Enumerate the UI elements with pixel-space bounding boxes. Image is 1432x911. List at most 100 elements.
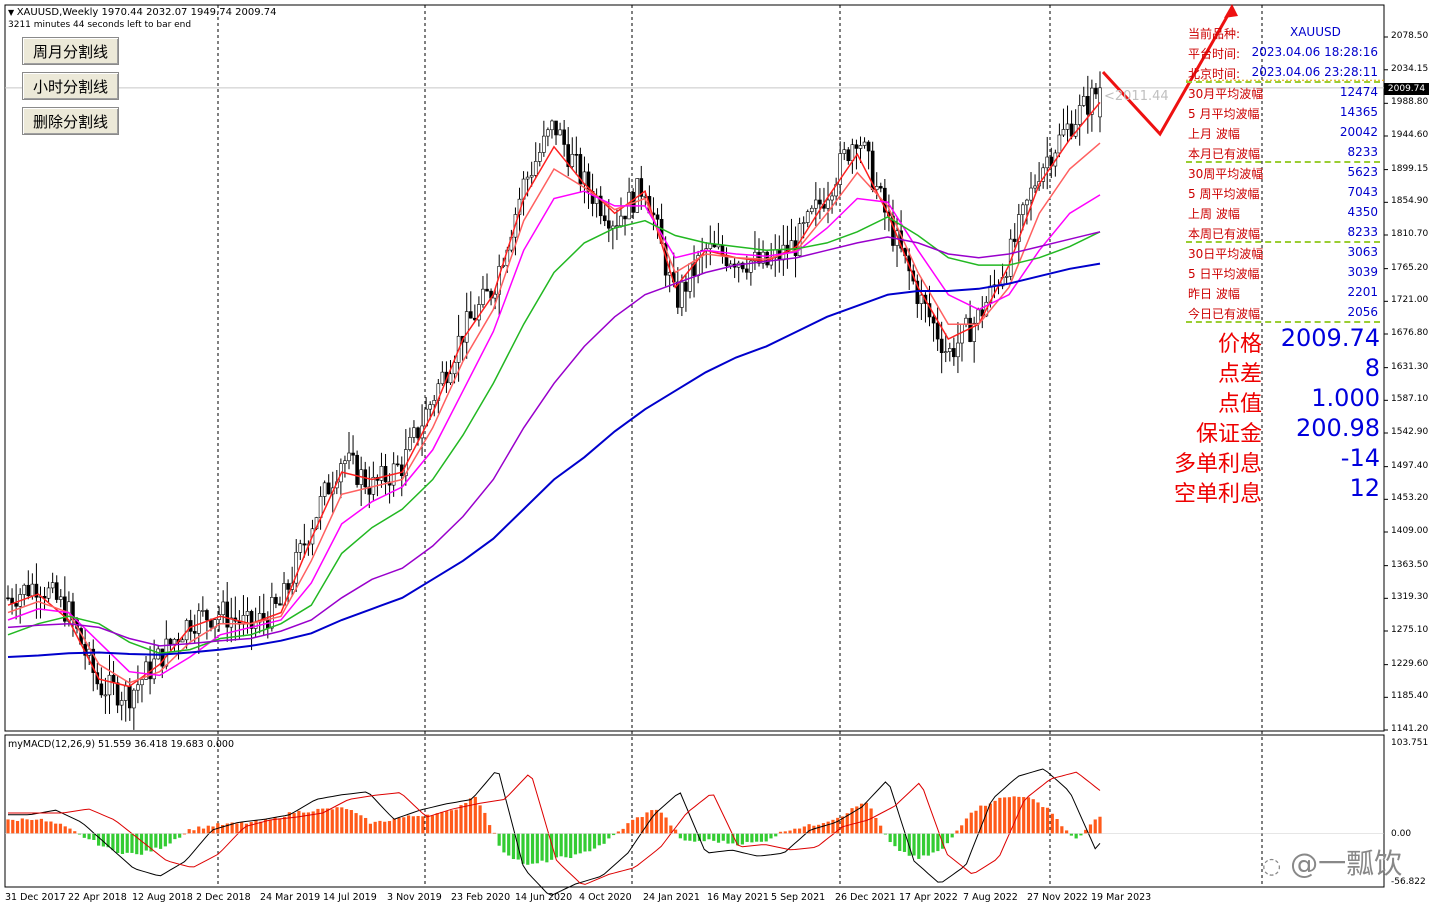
macd-histogram-bar	[612, 833, 616, 836]
candle-body	[546, 129, 550, 137]
macd-histogram-bar	[106, 833, 110, 848]
info-big-value: 200.98	[1296, 414, 1380, 442]
moving-average-line	[7, 142, 1101, 684]
candle-body	[838, 153, 842, 185]
macd-histogram-bar	[220, 825, 225, 834]
macd-histogram-bar	[192, 830, 196, 834]
moving-average-line	[7, 216, 1101, 655]
macd-histogram-bar	[545, 833, 549, 863]
info-big-label: 空单利息	[1173, 482, 1262, 507]
info-label: 当前品种:	[1188, 27, 1241, 41]
macd-histogram-bar	[368, 823, 373, 834]
macd-histogram-bar	[864, 802, 868, 834]
macd-histogram-bar	[578, 833, 582, 854]
candle-body	[818, 199, 822, 205]
macd-histogram-bar	[302, 812, 306, 834]
macd-histogram-bar	[49, 821, 53, 834]
info-big-value: 1.000	[1311, 384, 1380, 412]
price-tick-label: 1587.10	[1391, 394, 1429, 405]
macd-histogram-bar	[139, 833, 144, 855]
moving-average-line	[7, 101, 1101, 688]
candle-body	[809, 207, 814, 212]
candle-body	[1094, 87, 1098, 95]
candle-body	[408, 437, 412, 450]
macd-histogram-bar	[588, 833, 592, 852]
candle-body	[968, 317, 972, 342]
macd-histogram-bar	[936, 833, 940, 852]
candle-body	[221, 601, 225, 615]
macd-histogram-bar	[502, 833, 506, 853]
candle-body	[245, 611, 250, 616]
macd-histogram-bar	[721, 833, 725, 841]
candle-body	[160, 648, 165, 667]
info-label: 今日已有波幅	[1188, 307, 1261, 321]
macd-histogram-bar	[263, 819, 268, 834]
macd-histogram-bar	[602, 833, 606, 844]
price-tick-label: 1363.50	[1391, 559, 1429, 570]
candle-body	[935, 322, 940, 340]
delete-split-button[interactable]: 删除分割线	[22, 107, 119, 135]
candle-body	[1077, 105, 1082, 125]
macd-histogram-bar	[774, 833, 778, 837]
macd-histogram-bar	[11, 819, 15, 834]
collapse-triangle-icon[interactable]: ▼	[8, 8, 17, 17]
price-tick-label: 2034.15	[1391, 63, 1429, 74]
candle-body	[326, 482, 331, 495]
price-tick-label: 1409.00	[1391, 526, 1429, 536]
macd-histogram-bar	[459, 805, 463, 834]
candle-body	[91, 648, 96, 673]
macd-histogram-bar	[488, 825, 492, 834]
time-axis-label: 24 Jan 2021	[643, 892, 700, 903]
candle-body	[298, 543, 303, 553]
candle-body	[1069, 123, 1074, 137]
candle-body	[680, 281, 684, 308]
candle-body	[188, 620, 193, 632]
candle-body	[58, 596, 63, 600]
macd-histogram-bar	[15, 821, 20, 834]
hour-split-button[interactable]: 小时分割线	[22, 72, 119, 100]
info-value: XAUUSD	[1290, 25, 1341, 39]
candle-body	[529, 175, 534, 178]
macd-histogram-bar	[240, 822, 244, 834]
macd-histogram-bar	[673, 829, 678, 834]
macd-histogram-bar	[812, 825, 816, 834]
macd-histogram-bar	[750, 833, 754, 843]
macd-histogram-bar	[411, 816, 415, 834]
macd-histogram-bar	[278, 818, 282, 834]
info-divider	[1186, 321, 1380, 323]
macd-histogram-bar	[406, 815, 411, 834]
candle-body	[481, 288, 485, 305]
info-big-label: 点值	[1217, 392, 1262, 417]
time-axis-label: 22 Apr 2018	[68, 892, 127, 903]
time-axis-label: 27 Nov 2022	[1027, 892, 1088, 903]
info-label: 30日平均波幅	[1188, 247, 1264, 261]
macd-histogram-bar	[1079, 833, 1083, 836]
price-tick-label: 1542.90	[1391, 427, 1429, 437]
candle-body	[428, 404, 432, 410]
candle-body	[180, 639, 185, 643]
macd-tick-min: -56.822	[1391, 877, 1426, 887]
candle-body	[63, 596, 67, 622]
info-label: 昨日 波幅	[1188, 287, 1240, 301]
candle-body	[278, 603, 282, 606]
candle-body	[1065, 123, 1070, 130]
macd-histogram-bar	[254, 820, 258, 834]
macd-histogram-bar	[564, 833, 568, 858]
macd-histogram-bar	[30, 820, 34, 834]
macd-histogram-bar	[888, 833, 892, 843]
info-label: 本周已有波幅	[1188, 227, 1261, 241]
month-week-split-button[interactable]: 周月分割线	[22, 37, 119, 65]
candle-body	[485, 288, 489, 292]
macd-histogram-bar	[1065, 830, 1069, 834]
info-value: 8233	[1347, 225, 1378, 239]
macd-histogram-bar	[1093, 819, 1097, 834]
candle-body	[132, 689, 136, 709]
macd-histogram-bar	[54, 823, 58, 834]
candle-body	[740, 262, 745, 270]
macd-histogram-bar	[1007, 797, 1011, 834]
info-label: 平台时间:	[1188, 47, 1241, 61]
candle-body	[123, 685, 128, 701]
price-tick-label: 1944.60	[1391, 130, 1429, 140]
